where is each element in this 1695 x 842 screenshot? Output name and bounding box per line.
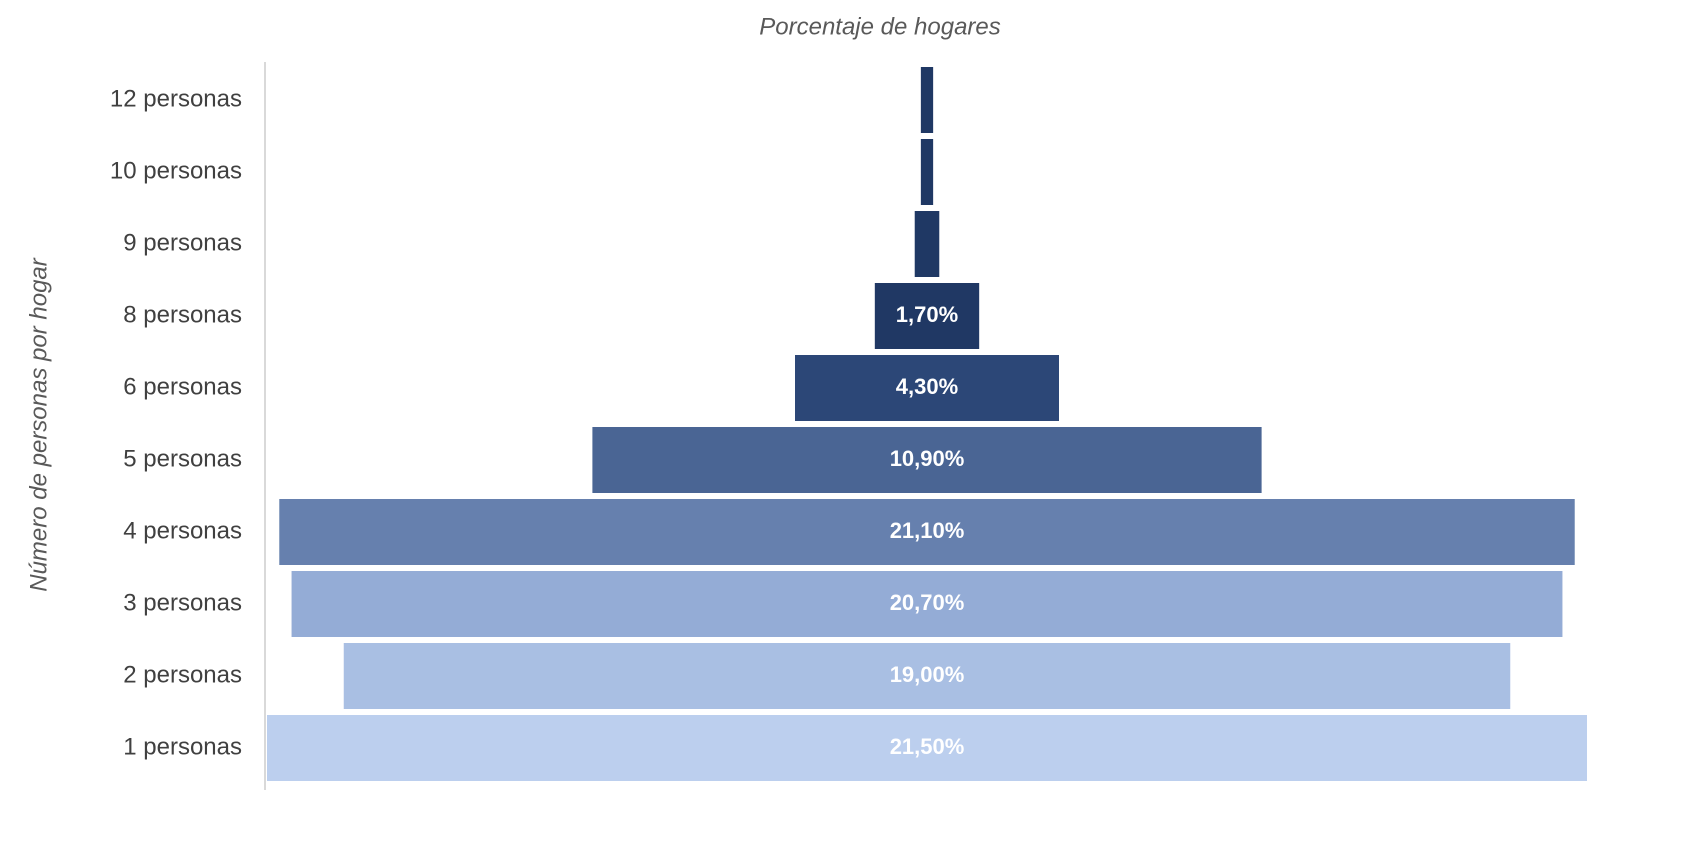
category-label: 9 personas [123,229,242,256]
funnel-bar [291,571,1563,637]
value-label: 4,30% [896,374,958,399]
value-label: 21,50% [890,734,965,759]
funnel-bar [267,715,1587,781]
funnel-bar [920,67,934,133]
category-label: 5 personas [123,445,242,472]
category-label: 1 personas [123,733,242,760]
y-axis-label: Número de personas por hogar [25,257,52,592]
value-label: 21,10% [890,518,965,543]
value-label: 10,90% [890,446,965,471]
funnel-bar [279,499,1575,565]
funnel-bar [592,427,1262,493]
value-label: 20,70% [890,590,965,615]
funnel-bar [914,211,940,277]
chart-title: Porcentaje de hogares [759,13,1001,40]
funnel-bar [874,283,980,349]
category-label: 2 personas [123,661,242,688]
funnel-bar [795,355,1059,421]
category-label: 12 personas [110,85,242,112]
category-label: 4 personas [123,517,242,544]
category-label: 3 personas [123,589,242,616]
category-label: 10 personas [110,157,242,184]
category-label: 6 personas [123,373,242,400]
value-label: 1,70% [896,302,958,327]
category-label: 8 personas [123,301,242,328]
funnel-bar [920,139,934,205]
funnel-bar [343,643,1511,709]
value-label: 19,00% [890,662,965,687]
